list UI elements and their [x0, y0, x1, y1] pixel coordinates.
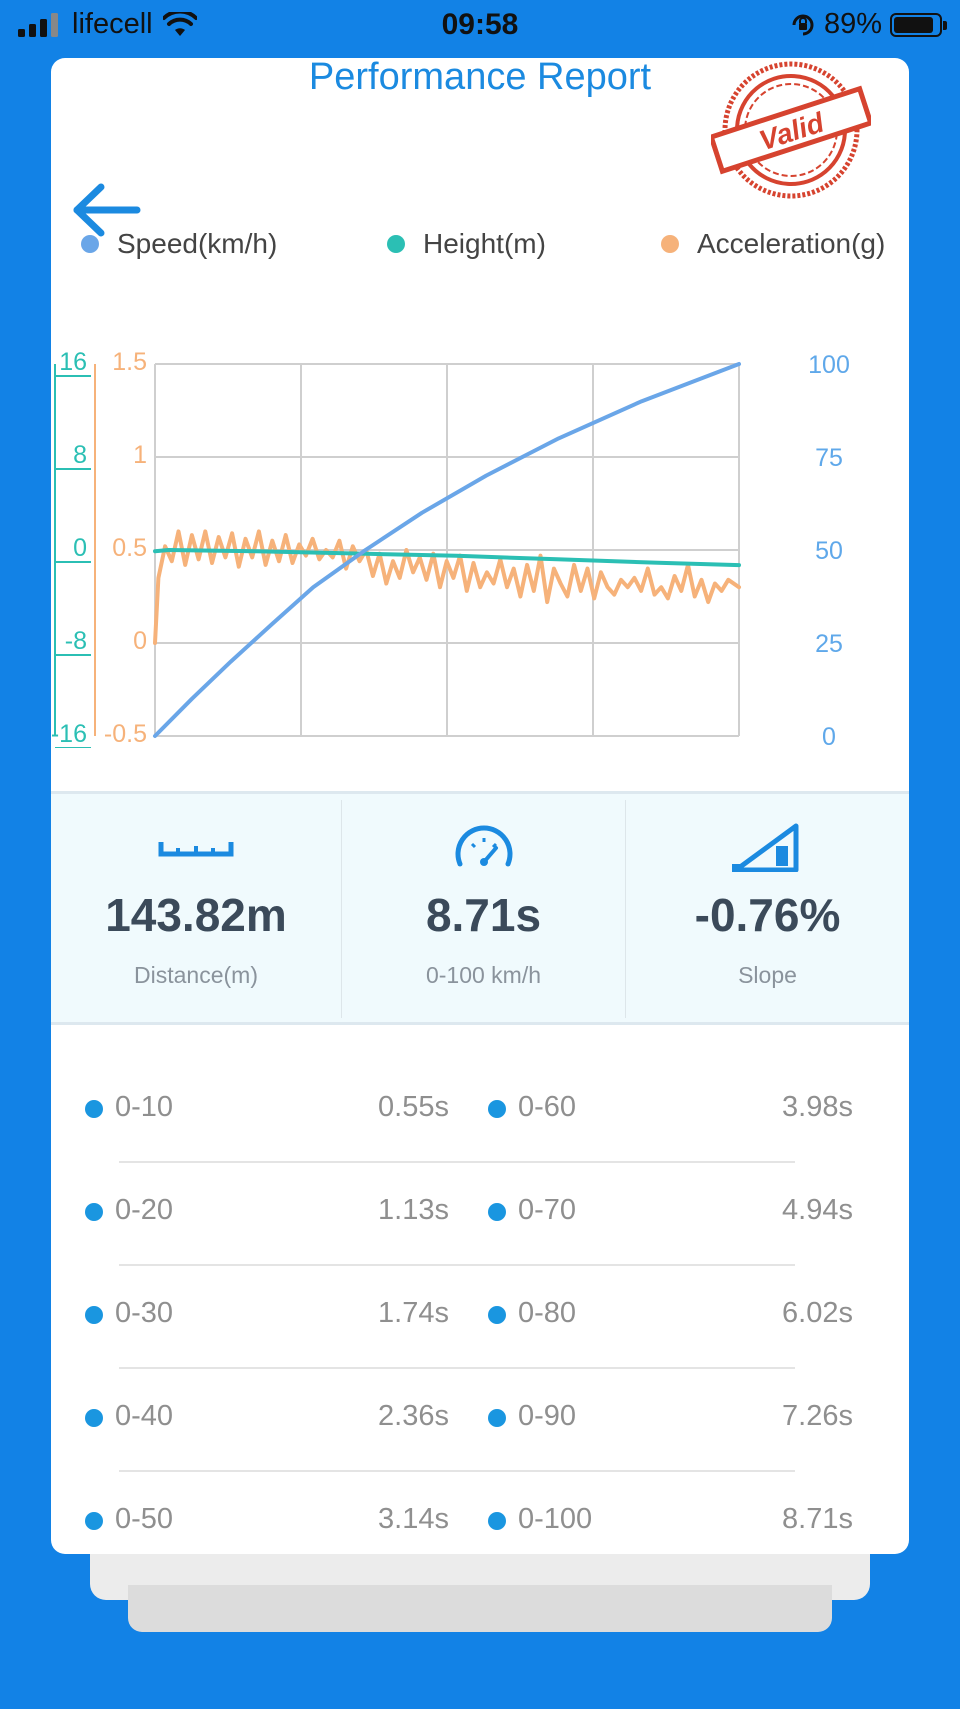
stat-acceleration-time-value: 8.71s [425, 889, 542, 941]
split-row: 0-50 3.14s 0-100 8.71s [51, 1470, 909, 1554]
split-dot [85, 1203, 103, 1221]
speedometer-icon [455, 825, 513, 867]
split-label: 0-10 [115, 1091, 174, 1123]
report-card: Performance Report Valid Speed(km/h) Hei… [51, 58, 909, 1554]
split-label: 0-50 [115, 1503, 174, 1535]
battery-level [894, 16, 934, 33]
split-row: 0-40 2.36s 0-90 7.26s [51, 1367, 909, 1472]
split-dot [85, 1306, 103, 1324]
stat-acceleration-time-label: 0-100 km/h [425, 962, 542, 988]
split-dot [85, 1409, 103, 1427]
split-value: 6.02s [782, 1297, 853, 1329]
split-value: 3.98s [782, 1091, 853, 1123]
acceleration-tick-label: 1.5 [112, 348, 147, 376]
split-value: 0.55s [378, 1091, 449, 1123]
split-label: 0-20 [115, 1194, 174, 1226]
split-label: 0-60 [518, 1091, 577, 1123]
legend-height-label: Height(m) [423, 228, 546, 259]
split-value: 1.74s [378, 1297, 449, 1329]
legend-speed-dot [81, 235, 99, 253]
split-row: 0-30 1.74s 0-80 6.02s [51, 1264, 909, 1369]
status-bar-right: 89% [790, 8, 947, 41]
chart-legend: Speed(km/h) Height(m) Acceleration(g) [81, 228, 901, 268]
acceleration-tick-label: 0 [133, 627, 147, 655]
legend-height: Height(m) [387, 228, 546, 260]
card-stack-back-2 [128, 1585, 832, 1632]
page-title: Performance Report [308, 58, 652, 98]
height-tick-label: -8 [65, 627, 87, 655]
split-row: 0-10 0.55s 0-60 3.98s [51, 1058, 909, 1163]
slope-icon [732, 823, 799, 872]
speed-tick-label: 25 [815, 630, 843, 658]
signal-icon [18, 12, 58, 37]
acceleration-tick-label: 0.5 [112, 534, 147, 562]
wifi-icon [162, 11, 197, 36]
split-label: 0-30 [115, 1297, 174, 1329]
split-dot [488, 1409, 506, 1427]
stat-distance: 143.82m Distance(m) [51, 794, 341, 1022]
legend-height-dot [387, 235, 405, 253]
legend-acceleration-dot [661, 235, 679, 253]
split-label: 0-70 [518, 1194, 577, 1226]
status-bar-left: lifecell [18, 8, 197, 41]
acceleration-series-line [153, 529, 741, 645]
performance-chart: 16 8 0 -8 -16 1.5 1 0.5 0 -0.5 100 75 50 25 0 [51, 348, 850, 748]
legend-acceleration: Acceleration(g) [661, 228, 885, 260]
split-dot [85, 1100, 103, 1118]
valid-stamp: Valid [711, 61, 871, 199]
split-value: 2.36s [378, 1400, 449, 1432]
speed-tick-label: 50 [815, 537, 843, 565]
speed-tick-label: 100 [808, 351, 850, 379]
split-label: 0-90 [518, 1400, 577, 1432]
split-value: 4.94s [782, 1194, 853, 1226]
stat-slope: -0.76% Slope [626, 794, 909, 1022]
split-value: 1.13s [378, 1194, 449, 1226]
speed-tick-label: 75 [815, 444, 843, 472]
battery-icon [890, 12, 947, 37]
height-tick-label: 8 [73, 441, 87, 469]
speed-series-line [153, 362, 741, 738]
orientation-lock-icon [792, 14, 814, 35]
split-row: 0-20 1.13s 0-70 4.94s [51, 1161, 909, 1266]
back-arrow-icon[interactable] [71, 183, 143, 237]
split-dot [488, 1100, 506, 1118]
split-value: 7.26s [782, 1400, 853, 1432]
split-label: 0-40 [115, 1400, 174, 1432]
acceleration-tick-label: 1 [133, 441, 147, 469]
clock: 09:58 [441, 8, 519, 41]
height-tick-label: -16 [51, 720, 87, 748]
stat-acceleration-time: 8.71s 0-100 km/h [342, 794, 625, 1022]
status-bar: lifecell 09:58 89% [0, 0, 960, 54]
height-series-line [153, 548, 741, 568]
carrier-name: lifecell [72, 8, 153, 40]
acceleration-tick-label: -0.5 [104, 720, 147, 748]
stat-slope-label: Slope [738, 962, 797, 988]
split-dot [488, 1306, 506, 1324]
ruler-icon [158, 842, 234, 857]
stats-panel: 143.82m Distance(m) 8.71s 0-100 km/h -0.… [51, 791, 909, 1025]
split-label: 0-80 [518, 1297, 577, 1329]
stat-distance-value: 143.82m [105, 889, 287, 941]
stat-distance-label: Distance(m) [134, 962, 258, 988]
split-dot [488, 1203, 506, 1221]
speed-tick-label: 0 [822, 723, 836, 748]
height-tick-label: 16 [59, 348, 87, 376]
split-dot [488, 1512, 506, 1530]
split-dot [85, 1512, 103, 1530]
battery-percent: 89% [823, 8, 882, 40]
stat-slope-value: -0.76% [694, 889, 841, 941]
legend-speed: Speed(km/h) [81, 228, 277, 260]
split-label: 0-100 [518, 1503, 593, 1535]
split-value: 8.71s [782, 1503, 853, 1535]
height-tick-label: 0 [73, 534, 87, 562]
split-value: 3.14s [378, 1503, 449, 1535]
legend-acceleration-label: Acceleration(g) [697, 228, 886, 259]
legend-speed-label: Speed(km/h) [117, 228, 278, 259]
